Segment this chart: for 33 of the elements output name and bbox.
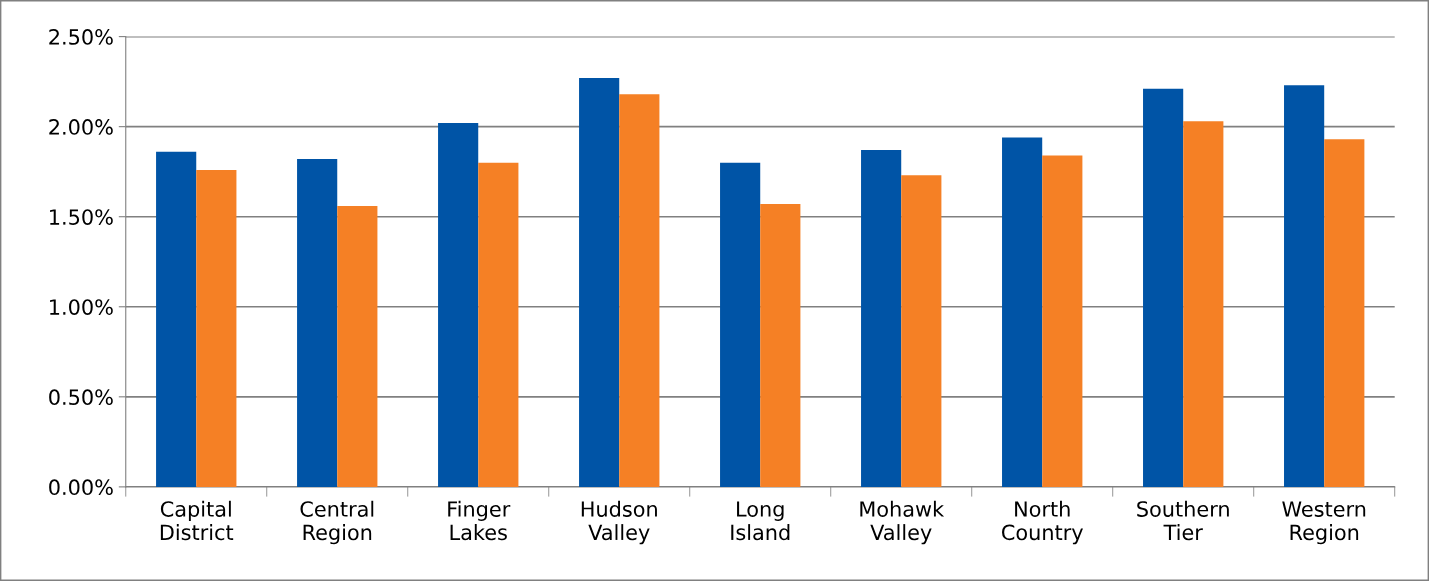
bar (156, 151, 197, 487)
bar (1143, 88, 1184, 487)
bar (579, 78, 620, 487)
x-tick-label: Mohawk Valley (860, 500, 945, 545)
y-tick-label: 0.00% (49, 479, 113, 496)
y-tick-label: 2.00% (49, 119, 113, 135)
bar (1324, 139, 1365, 487)
bar (438, 123, 479, 487)
y-tick-label: 0.50% (49, 389, 113, 406)
bar (1284, 85, 1325, 487)
bar (196, 169, 237, 487)
y-tick-label: 2.50% (49, 29, 113, 45)
bar (760, 204, 801, 487)
x-tick-label: Central Region (300, 500, 374, 545)
x-tick-label: Southern Tier (1137, 500, 1229, 541)
bar (1002, 137, 1043, 487)
y-tick-label: 1.00% (50, 299, 113, 315)
x-tick-label: Hudson Valley (581, 500, 657, 545)
bar (297, 159, 338, 487)
bar (619, 94, 660, 487)
bar (1183, 121, 1224, 487)
x-tick-label: Capital District (160, 500, 234, 541)
bar (1042, 155, 1083, 487)
x-tick-label: Long Island (731, 501, 790, 541)
bar (861, 150, 902, 487)
x-tick-label: Western Region (1282, 501, 1366, 545)
bar (720, 162, 761, 487)
bar (901, 175, 942, 487)
y-tick-label: 1.50% (50, 209, 113, 225)
bar (478, 162, 519, 487)
x-tick-label: Finger Lakes (448, 500, 511, 541)
bar (337, 205, 378, 487)
x-tick-label: North Country (1002, 500, 1083, 545)
